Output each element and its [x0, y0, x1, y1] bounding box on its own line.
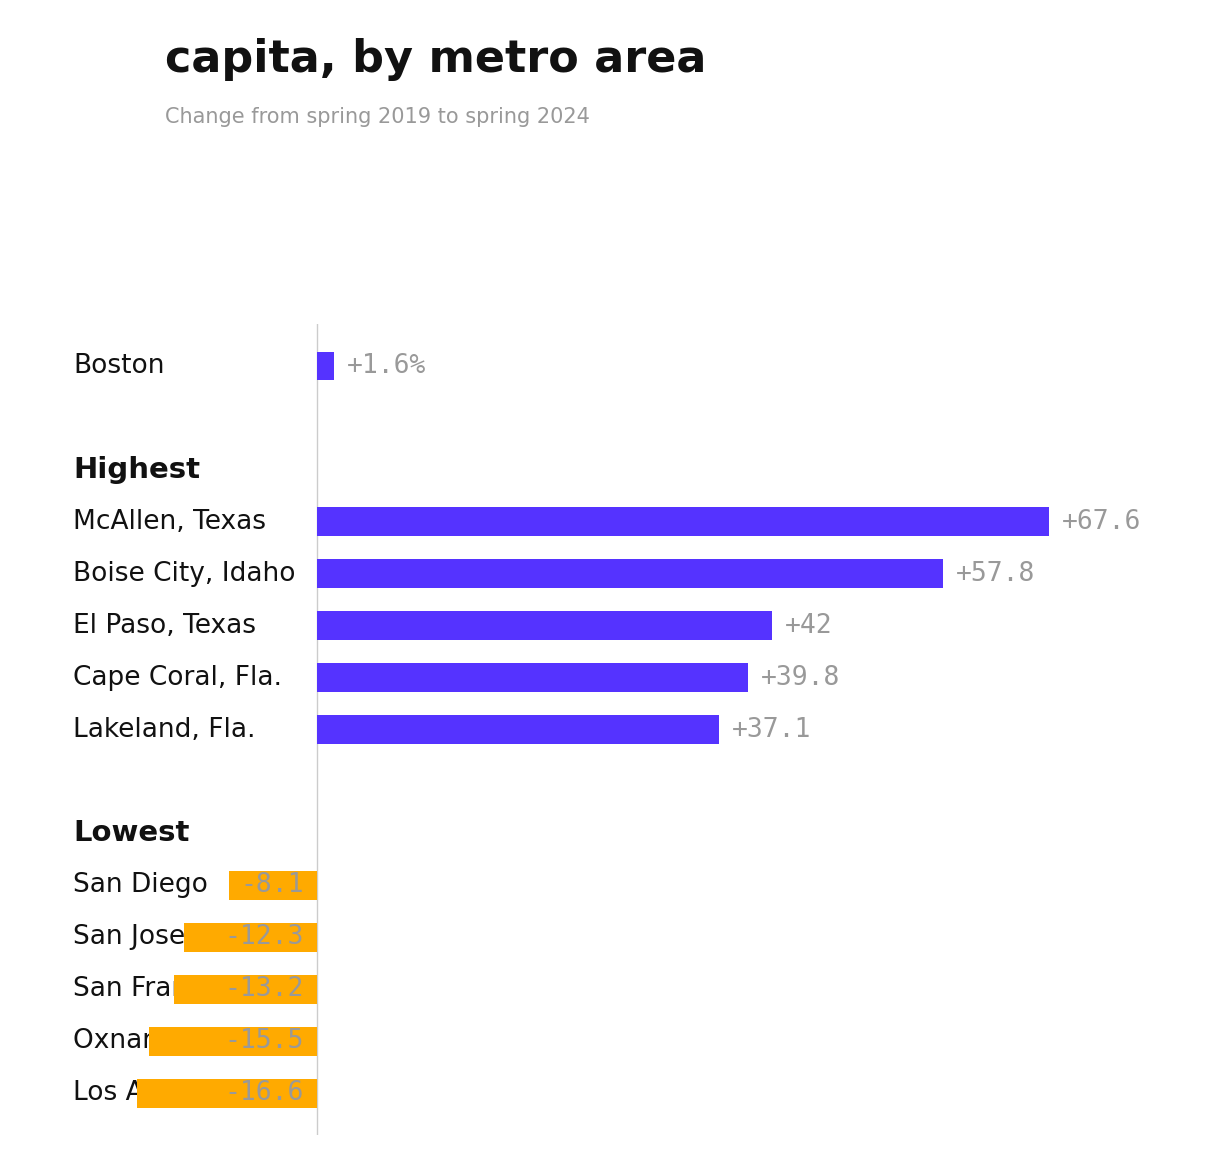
Text: +67.6: +67.6: [1063, 508, 1142, 535]
Bar: [317, 352, 334, 380]
Text: San Diego: San Diego: [73, 872, 209, 899]
Bar: [174, 975, 317, 1004]
Text: +39.8: +39.8: [761, 665, 841, 690]
Text: +37.1: +37.1: [732, 717, 811, 742]
Text: San Francisco: San Francisco: [73, 976, 255, 1003]
Text: +1.6%: +1.6%: [348, 353, 427, 379]
Text: capita, by metro area: capita, by metro area: [165, 38, 706, 81]
Text: Boston: Boston: [73, 353, 165, 379]
Text: San Jose, Calif.: San Jose, Calif.: [73, 924, 267, 951]
Text: -8.1: -8.1: [240, 872, 304, 899]
Text: McAllen, Texas: McAllen, Texas: [73, 508, 266, 535]
Text: Change from spring 2019 to spring 2024: Change from spring 2019 to spring 2024: [165, 108, 589, 127]
Text: -15.5: -15.5: [224, 1028, 304, 1054]
Text: Oxnard, Calif.: Oxnard, Calif.: [73, 1028, 251, 1054]
Bar: [149, 1027, 317, 1056]
Bar: [317, 611, 772, 640]
Text: Cape Coral, Fla.: Cape Coral, Fla.: [73, 665, 282, 690]
Text: Boise City, Idaho: Boise City, Idaho: [73, 560, 295, 587]
Bar: [317, 716, 719, 743]
Bar: [317, 664, 748, 691]
Text: -12.3: -12.3: [224, 924, 304, 951]
Bar: [184, 923, 317, 952]
Text: Lakeland, Fla.: Lakeland, Fla.: [73, 717, 256, 742]
Text: Lowest: Lowest: [73, 820, 189, 848]
Bar: [229, 871, 317, 900]
Text: +57.8: +57.8: [956, 560, 1036, 587]
Text: +42: +42: [784, 613, 832, 638]
Text: Highest: Highest: [73, 456, 200, 484]
Text: -13.2: -13.2: [224, 976, 304, 1003]
Text: -16.6: -16.6: [224, 1080, 304, 1106]
Bar: [137, 1079, 317, 1107]
Bar: [317, 507, 1049, 536]
Text: El Paso, Texas: El Paso, Texas: [73, 613, 256, 638]
Bar: [317, 559, 943, 588]
Text: Los Angeles: Los Angeles: [73, 1080, 231, 1106]
